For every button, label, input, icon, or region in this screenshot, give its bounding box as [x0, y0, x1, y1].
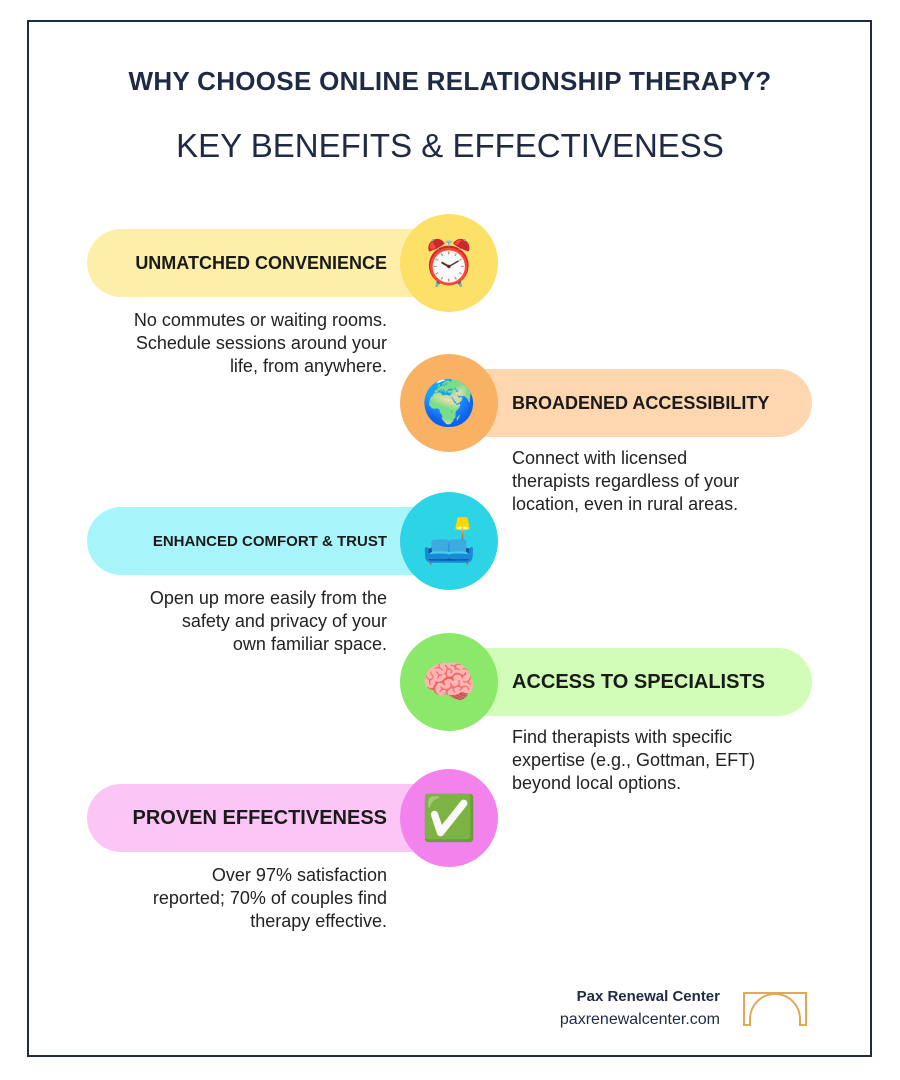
description-line: therapy effective.: [250, 911, 387, 931]
description-line: Over 97% satisfaction: [211, 865, 387, 885]
benefit-description: No commutes or waiting rooms. Schedule se…: [87, 309, 387, 378]
benefit-pill: ACCESS TO SPECIALISTS: [450, 648, 812, 716]
benefit-description: Open up more easily from the safety and p…: [87, 587, 387, 656]
infographic-frame: [27, 20, 872, 1057]
benefit-description: Find therapists with specific expertise (…: [512, 726, 812, 795]
benefit-description: Connect with licensed therapists regardle…: [512, 447, 812, 516]
benefit-pill: PROVEN EFFECTIVENESS: [87, 784, 447, 852]
description-line: location, even in rural areas.: [512, 494, 739, 514]
description-line: expertise (e.g., Gottman, EFT): [512, 750, 756, 770]
benefit-title: ACCESS TO SPECIALISTS: [512, 670, 766, 693]
brain-icon: 🧠: [400, 633, 498, 731]
benefit-pill: UNMATCHED CONVENIENCE: [87, 229, 447, 297]
description-line: reported; 70% of couples find: [152, 888, 387, 908]
arch-logo-icon: [743, 992, 807, 1026]
benefit-title: BROADENED ACCESSIBILITY: [512, 392, 770, 413]
benefit-pill: ENHANCED COMFORT & TRUST: [87, 507, 447, 575]
brand-url[interactable]: paxrenewalcenter.com: [559, 1011, 720, 1028]
benefit-pill: BROADENED ACCESSIBILITY: [450, 369, 812, 437]
benefit-title: UNMATCHED CONVENIENCE: [135, 252, 387, 273]
description-line: Schedule sessions around your: [135, 333, 387, 353]
benefit-description: Over 97% satisfaction reported; 70% of co…: [87, 864, 387, 933]
couch-lamp-icon: 🛋️: [400, 492, 498, 590]
globe-icon: 🌍: [400, 354, 498, 452]
description-line: therapists regardless of your: [512, 471, 740, 491]
benefit-title: PROVEN EFFECTIVENESS: [132, 806, 388, 829]
alarm-clock-icon: ⏰: [400, 214, 498, 312]
description-line: safety and privacy of your: [181, 611, 387, 631]
check-mark-icon: ✅: [400, 769, 498, 867]
description-line: Connect with licensed: [512, 448, 688, 468]
description-line: No commutes or waiting rooms.: [133, 310, 387, 330]
brand-block: Pax Renewal Center paxrenewalcenter.com: [560, 988, 720, 1029]
description-line: own familiar space.: [232, 634, 387, 654]
description-line: Open up more easily from the: [149, 588, 387, 608]
description-line: Find therapists with specific: [512, 727, 733, 747]
page-title: WHY CHOOSE ONLINE RELATIONSHIP THERAPY?: [128, 66, 772, 96]
page-subtitle: KEY BENEFITS & EFFECTIVENESS: [176, 127, 724, 164]
brand-name: Pax Renewal Center: [576, 988, 720, 1005]
description-line: life, from anywhere.: [229, 356, 387, 376]
benefit-title: ENHANCED COMFORT & TRUST: [152, 532, 387, 550]
description-line: beyond local options.: [512, 773, 682, 793]
